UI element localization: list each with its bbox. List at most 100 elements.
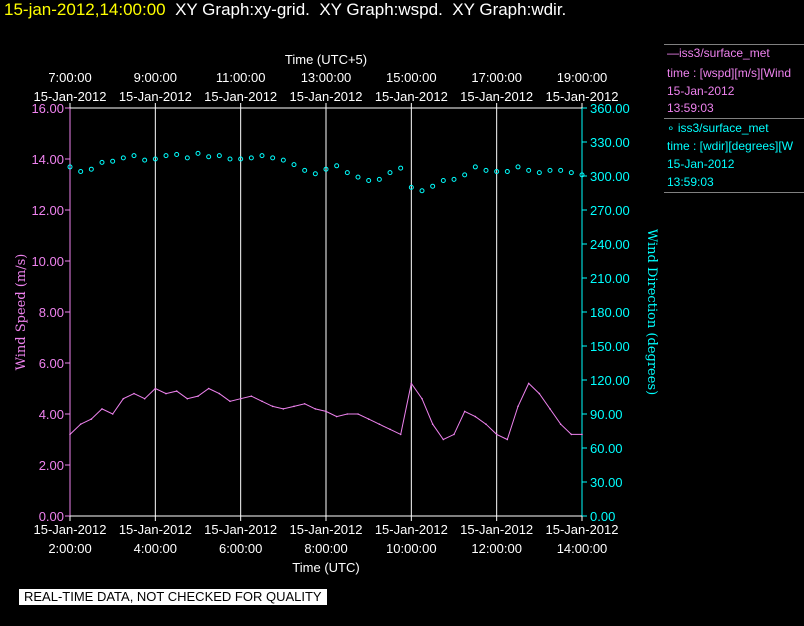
x-bottom-tick-time: 2:00:00 xyxy=(48,541,91,556)
wdir-point xyxy=(238,156,244,162)
legend-wspd-time: 13:59:03 xyxy=(667,101,714,115)
legend-wspd-date: 15-Jan-2012 xyxy=(667,84,735,98)
wspd-point xyxy=(250,395,253,397)
wspd-point xyxy=(431,423,434,426)
y-axis-title: Wind Speed (m/s) xyxy=(14,254,29,371)
wdir-point xyxy=(398,165,404,171)
wspd-point xyxy=(410,382,413,385)
wspd-point xyxy=(367,418,370,420)
wdir-point xyxy=(206,154,212,160)
x-top-tick-time: 11:00:00 xyxy=(216,70,266,85)
wspd-point xyxy=(559,423,562,426)
x-top-tick-time: 9:00:00 xyxy=(134,70,177,85)
wdir-point xyxy=(472,164,478,170)
wspd-point xyxy=(538,392,541,395)
y-tick-label: 16.00 xyxy=(31,101,64,116)
wdir-point xyxy=(568,170,574,176)
wdir-point xyxy=(110,158,116,164)
x-top-tick-date: 15-Jan-2012 xyxy=(375,89,448,104)
wdir-point xyxy=(504,168,510,174)
x-top-tick-date: 15-Jan-2012 xyxy=(460,89,533,104)
wspd-point xyxy=(207,387,210,390)
wspd-point xyxy=(293,405,295,408)
wspd-point xyxy=(474,415,477,418)
y-tick-label: 6.00 xyxy=(39,356,64,371)
wdir-point xyxy=(355,174,361,180)
wind-direction-series xyxy=(67,150,585,194)
wdir-point xyxy=(547,167,553,173)
wspd-point xyxy=(143,397,146,400)
x-top-tick-date: 15-Jan-2012 xyxy=(546,89,619,104)
x-top-tick-date: 15-Jan-2012 xyxy=(119,89,192,104)
y2-tick-label: 330.00 xyxy=(590,135,630,150)
wdir-point xyxy=(120,155,126,161)
wspd-point xyxy=(453,433,455,436)
wdir-point xyxy=(483,167,489,173)
wdir-point xyxy=(163,153,169,159)
wdir-point xyxy=(312,171,318,177)
x-bottom-tick-time: 14:00:00 xyxy=(557,541,608,556)
y2-tick-label: 120.00 xyxy=(590,373,630,388)
wdir-point xyxy=(88,166,94,172)
wdir-point xyxy=(387,170,393,176)
wdir-point xyxy=(67,164,73,170)
x-bottom-tick-date: 15-Jan-2012 xyxy=(34,522,107,537)
wspd-point xyxy=(271,405,274,408)
wspd-point xyxy=(495,433,498,436)
y-tick-label: 12.00 xyxy=(31,203,64,218)
wdir-point xyxy=(78,168,84,174)
wdir-point xyxy=(142,157,148,163)
wspd-point xyxy=(186,397,189,400)
wdir-point xyxy=(494,168,500,174)
x-bottom-axis-title: Time (UTC) xyxy=(292,560,359,575)
quality-notice: REAL-TIME DATA, NOT CHECKED FOR QUALITY xyxy=(19,589,327,605)
wdir-point xyxy=(515,164,521,170)
y-tick-label: 2.00 xyxy=(39,458,64,473)
wind-speed-series xyxy=(69,382,583,441)
wdir-point xyxy=(227,156,233,162)
wdir-point xyxy=(270,155,276,161)
wspd-point xyxy=(442,438,445,441)
x-bottom-tick-date: 15-Jan-2012 xyxy=(119,522,192,537)
wspd-point xyxy=(111,413,114,415)
wdir-point xyxy=(99,159,105,165)
legend-divider xyxy=(664,118,804,119)
wdir-point xyxy=(558,167,564,173)
y2-tick-label: 30.00 xyxy=(590,475,623,490)
x-bottom-tick-date: 15-Jan-2012 xyxy=(546,522,619,537)
y2-axis-title: Wind Direction (degrees) xyxy=(644,229,659,395)
wdir-point xyxy=(131,153,137,159)
wspd-point xyxy=(335,415,338,418)
wdir-point xyxy=(419,188,425,194)
wspd-point xyxy=(229,400,231,403)
legend-divider xyxy=(664,192,804,193)
wspd-point xyxy=(485,423,487,426)
legend-wdir-var: time : [wdir][degrees][W xyxy=(667,139,794,153)
wspd-point xyxy=(282,408,285,410)
y2-tick-label: 60.00 xyxy=(590,441,623,456)
wspd-point xyxy=(506,438,509,441)
wdir-point xyxy=(376,176,382,182)
wspd-point xyxy=(303,403,306,405)
y-tick-label: 0.00 xyxy=(39,509,64,524)
wspd-point xyxy=(79,423,82,426)
x-bottom-tick-date: 15-Jan-2012 xyxy=(460,522,533,537)
y2-tick-label: 300.00 xyxy=(590,169,630,184)
x-bottom-tick-time: 4:00:00 xyxy=(134,541,177,556)
wdir-point xyxy=(536,170,542,176)
wspd-point xyxy=(399,433,402,436)
legend-wspd-var: time : [wspd][m/s][Wind xyxy=(667,66,792,80)
x-bottom-tick-time: 12:00:00 xyxy=(471,541,522,556)
wspd-point xyxy=(154,387,157,390)
y2-tick-label: 180.00 xyxy=(590,305,630,320)
x-top-tick-time: 19:00:00 xyxy=(557,70,608,85)
y2-tick-label: 90.00 xyxy=(590,407,623,422)
x-bottom-tick-time: 8:00:00 xyxy=(304,541,347,556)
x-top-tick-time: 13:00:00 xyxy=(301,70,352,85)
x-bottom-tick-time: 10:00:00 xyxy=(386,541,437,556)
wdir-point xyxy=(174,151,180,157)
legend-wspd-source: —iss3/surface_met xyxy=(667,46,770,60)
wspd-point xyxy=(218,392,221,395)
wdir-point xyxy=(302,167,308,173)
